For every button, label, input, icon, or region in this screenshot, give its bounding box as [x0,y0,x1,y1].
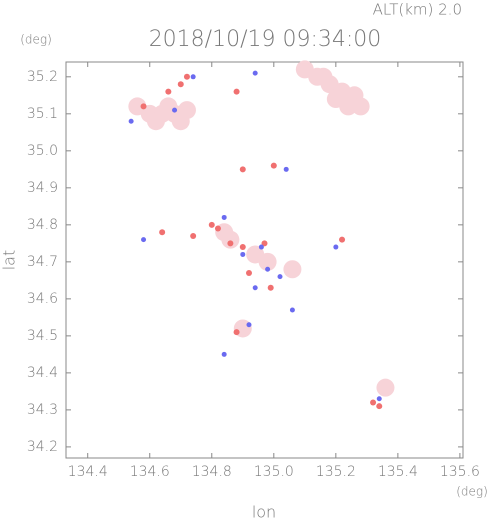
echo-point [177,81,184,88]
echo-point [240,251,246,257]
y-tick-label: 34.7 [27,254,58,270]
echo-point [351,97,370,116]
echo-point [165,88,172,95]
echo-point [252,285,258,291]
echo-point [141,237,147,243]
echo-point [128,118,134,124]
echo-point [270,162,277,169]
y-tick-label: 35.0 [27,143,58,159]
y-axis-label: lat [0,250,19,271]
y-tick-label: 34.2 [27,439,58,455]
echo-point [376,378,395,397]
echo-point [183,73,190,80]
echo-point [159,97,178,116]
echo-point [370,399,377,406]
echo-point [333,244,339,250]
x-tick-label: 135.6 [440,464,480,480]
echo-point [283,166,289,172]
y-tick-label: 34.4 [27,365,58,381]
echo-point [214,225,221,232]
echo-point [246,322,252,328]
x-tick-label: 134.8 [192,464,232,480]
echo-point [283,260,302,279]
echo-point [376,403,383,410]
echo-point [159,229,166,236]
echo-point [245,269,252,276]
x-unit: (deg) [456,485,488,499]
echo-point [128,97,147,116]
echo-point [277,274,283,280]
echo-point [267,284,274,291]
echo-point [190,74,196,80]
echo-point [261,240,268,247]
y-tick-label: 35.2 [27,69,58,85]
x-tick-label: 135.4 [378,464,418,480]
echo-point [171,112,190,131]
y-tick-label: 34.3 [27,402,58,418]
echo-point [146,112,165,131]
echo-point [339,97,358,116]
y-tick-label: 34.8 [27,217,58,233]
echo-point [252,70,258,76]
echo-point [376,396,382,402]
y-unit: (deg) [20,33,52,47]
echo-point [314,67,333,86]
x-tick-label: 135.0 [254,464,294,480]
x-tick-label: 135.2 [316,464,356,480]
echo-point [265,266,271,272]
y-tick-label: 35.1 [27,106,58,122]
plot-frame [65,61,464,459]
echo-point [239,244,246,251]
echo-point [208,221,215,228]
chart-title: ALT(km) 2.0 [373,1,462,19]
echo-point [339,236,346,243]
echo-point [172,107,178,113]
echo-point [227,240,234,247]
echo-point [190,232,197,239]
chart-subtitle: 2018/10/19 09:34:00 [149,27,382,52]
echo-point [140,103,147,110]
x-tick-label: 134.6 [130,464,170,480]
y-tick-label: 34.6 [27,291,58,307]
echo-point [233,329,240,336]
echo-point [289,307,295,313]
y-tick-label: 34.5 [27,328,58,344]
x-tick-label: 134.4 [68,464,108,480]
echo-point [239,166,246,173]
echo-point [246,245,265,264]
echo-point [221,214,227,220]
y-tick-label: 34.9 [27,180,58,196]
x-axis-label: lon [252,503,276,521]
echo-point [221,351,227,357]
echo-point [258,244,264,250]
echo-point [233,88,240,95]
